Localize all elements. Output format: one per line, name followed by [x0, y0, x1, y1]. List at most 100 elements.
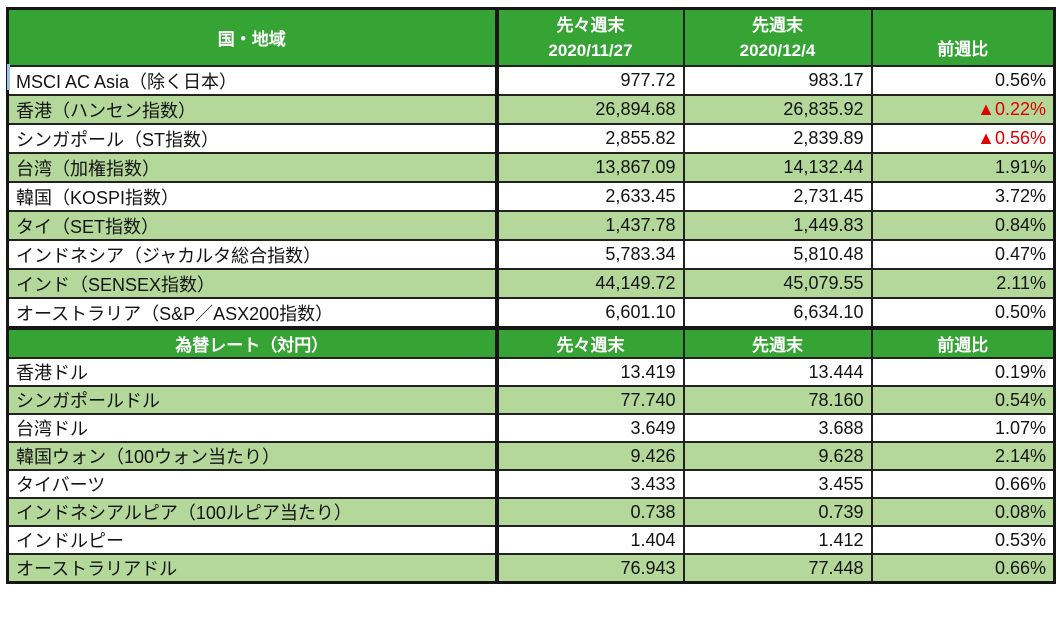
prev-value-cell[interactable]: 983.17	[682, 65, 873, 96]
change-value-cell[interactable]: 0.08%	[870, 497, 1056, 527]
prev2-week-date: 2020/11/27	[548, 40, 633, 60]
change-value-cell[interactable]: 3.72%	[870, 181, 1056, 212]
table-row: タイバーツ 3.433 3.455 0.66%	[6, 469, 1056, 499]
change-value-cell[interactable]: 0.50%	[870, 297, 1056, 329]
wow-change-header[interactable]: 前週比	[870, 7, 1056, 67]
prev-value-cell[interactable]: 3.455	[682, 469, 873, 499]
row-label-cell[interactable]: シンガポールドル	[6, 385, 499, 415]
table-row: インドネシアルピア（100ルピア当たり） 0.738 0.739 0.08%	[6, 497, 1056, 527]
prev-value-cell[interactable]: 13.444	[682, 357, 873, 387]
change-value-cell[interactable]: 1.91%	[870, 152, 1056, 183]
prev-value-cell[interactable]: 78.160	[682, 385, 873, 415]
prev-week-date: 2020/12/4	[739, 40, 816, 60]
row-label-cell[interactable]: 韓国（KOSPI指数）	[6, 181, 499, 212]
table-row: シンガポール（ST指数） 2,855.82 2,839.89 ▲0.56%	[6, 123, 1056, 154]
prev-value-cell[interactable]: 3.688	[682, 413, 873, 443]
change-value-cell[interactable]: ▲0.56%	[870, 123, 1056, 154]
prev-value-cell[interactable]: 45,079.55	[682, 268, 873, 299]
fx-title-header[interactable]: 為替レート（対円）	[6, 326, 499, 359]
prev-value-cell[interactable]: 77.448	[682, 553, 873, 584]
row-label-cell[interactable]: シンガポール（ST指数）	[6, 123, 499, 154]
prev-value-cell[interactable]: 2,839.89	[682, 123, 873, 154]
table-row: 香港（ハンセン指数） 26,894.68 26,835.92 ▲0.22%	[6, 94, 1056, 125]
prev2-value-cell[interactable]: 13,867.09	[495, 152, 685, 183]
market-data-table: 国・地域 先々週末 2020/11/27 先週末 2020/12/4 前週比 M…	[6, 7, 1056, 584]
prev2-value-cell[interactable]: 1,437.78	[495, 210, 685, 241]
fx-prev-week-header[interactable]: 先週末	[682, 326, 873, 359]
row-label-cell[interactable]: インドネシア（ジャカルタ総合指数）	[6, 239, 499, 270]
change-value-cell[interactable]: 0.54%	[870, 385, 1056, 415]
prev2-value-cell[interactable]: 76.943	[495, 553, 685, 584]
change-value-cell[interactable]: 0.66%	[870, 553, 1056, 584]
change-value-cell[interactable]: 0.84%	[870, 210, 1056, 241]
row-label-cell[interactable]: 香港ドル	[6, 357, 499, 387]
change-value-cell[interactable]: 2.11%	[870, 268, 1056, 299]
prev-week-label: 先週末	[752, 15, 803, 35]
row-label-cell[interactable]: タイバーツ	[6, 469, 499, 499]
row-label-cell[interactable]: オーストラリア（S&P／ASX200指数）	[6, 297, 499, 329]
prev2-value-cell[interactable]: 77.740	[495, 385, 685, 415]
prev-value-cell[interactable]: 0.739	[682, 497, 873, 527]
prev-week-header-text: 先週末 2020/12/4	[692, 13, 864, 63]
prev2-value-cell[interactable]: 6,601.10	[495, 297, 685, 329]
row-label-cell[interactable]: インド（SENSEX指数）	[6, 268, 499, 299]
table-row: MSCI AC Asia（除く日本） 977.72 983.17 0.56%	[6, 65, 1056, 96]
table-row: インドネシア（ジャカルタ総合指数） 5,783.34 5,810.48 0.47%	[6, 239, 1056, 270]
prev2-value-cell[interactable]: 13.419	[495, 357, 685, 387]
section-fx: 為替レート（対円） 先々週末 先週末 前週比	[6, 326, 1056, 359]
table-row: オーストラリア（S&P／ASX200指数） 6,601.10 6,634.10 0.5…	[6, 297, 1056, 329]
row-label-cell[interactable]: 台湾（加権指数）	[6, 152, 499, 183]
prev-week-header[interactable]: 先週末 2020/12/4	[682, 7, 873, 67]
prev2-value-cell[interactable]: 9.426	[495, 441, 685, 471]
change-value-cell[interactable]: ▲0.22%	[870, 94, 1056, 125]
indices-rows: MSCI AC Asia（除く日本） 977.72 983.17 0.56% 香港（ハン…	[6, 65, 1056, 329]
table-row: 韓国（KOSPI指数） 2,633.45 2,731.45 3.72%	[6, 181, 1056, 212]
change-value-cell[interactable]: 1.07%	[870, 413, 1056, 443]
row-label-cell[interactable]: 台湾ドル	[6, 413, 499, 443]
change-value-cell[interactable]: 0.47%	[870, 239, 1056, 270]
prev-value-cell[interactable]: 1.412	[682, 525, 873, 555]
prev2-value-cell[interactable]: 977.72	[495, 65, 685, 96]
prev2-value-cell[interactable]: 3.433	[495, 469, 685, 499]
prev-value-cell[interactable]: 26,835.92	[682, 94, 873, 125]
prev2-value-cell[interactable]: 2,855.82	[495, 123, 685, 154]
table-row: 韓国ウォン（100ウォン当たり） 9.426 9.628 2.14%	[6, 441, 1056, 471]
fx-prev2-week-header[interactable]: 先々週末	[495, 326, 685, 359]
prev2-value-cell[interactable]: 26,894.68	[495, 94, 685, 125]
row-label-cell[interactable]: インドルピー	[6, 525, 499, 555]
country-region-header[interactable]: 国・地域	[6, 7, 499, 67]
prev2-value-cell[interactable]: 44,149.72	[495, 268, 685, 299]
change-value-cell[interactable]: 2.14%	[870, 441, 1056, 471]
row-label-cell[interactable]: 韓国ウォン（100ウォン当たり）	[6, 441, 499, 471]
change-value-cell[interactable]: 0.66%	[870, 469, 1056, 499]
fx-wow-change-header[interactable]: 前週比	[870, 326, 1056, 359]
fx-rows: 香港ドル 13.419 13.444 0.19% シンガポールドル 77.740 78.16…	[6, 357, 1056, 584]
prev-value-cell[interactable]: 2,731.45	[682, 181, 873, 212]
row-label-cell[interactable]: MSCI AC Asia（除く日本）	[6, 65, 499, 96]
prev-value-cell[interactable]: 6,634.10	[682, 297, 873, 329]
prev-value-cell[interactable]: 5,810.48	[682, 239, 873, 270]
change-value-cell[interactable]: 0.56%	[870, 65, 1056, 96]
active-cell-indicator	[7, 64, 10, 90]
row-label-cell[interactable]: インドネシアルピア（100ルピア当たり）	[6, 497, 499, 527]
table-row: タイ（SET指数） 1,437.78 1,449.83 0.84%	[6, 210, 1056, 241]
prev2-value-cell[interactable]: 2,633.45	[495, 181, 685, 212]
change-value-cell[interactable]: 0.19%	[870, 357, 1056, 387]
prev2-value-cell[interactable]: 1.404	[495, 525, 685, 555]
table-row: 香港ドル 13.419 13.444 0.19%	[6, 357, 1056, 387]
prev2-value-cell[interactable]: 5,783.34	[495, 239, 685, 270]
table-row: インドルピー 1.404 1.412 0.53%	[6, 525, 1056, 555]
change-value-cell[interactable]: 0.53%	[870, 525, 1056, 555]
row-label-cell[interactable]: オーストラリアドル	[6, 553, 499, 584]
table-row: インド（SENSEX指数） 44,149.72 45,079.55 2.11%	[6, 268, 1056, 299]
row-label-cell[interactable]: タイ（SET指数）	[6, 210, 499, 241]
prev-value-cell[interactable]: 9.628	[682, 441, 873, 471]
prev2-value-cell[interactable]: 3.649	[495, 413, 685, 443]
prev-value-cell[interactable]: 1,449.83	[682, 210, 873, 241]
prev-value-cell[interactable]: 14,132.44	[682, 152, 873, 183]
table-row: シンガポールドル 77.740 78.160 0.54%	[6, 385, 1056, 415]
prev2-value-cell[interactable]: 0.738	[495, 497, 685, 527]
row-label-cell[interactable]: 香港（ハンセン指数）	[6, 94, 499, 125]
prev2-week-header[interactable]: 先々週末 2020/11/27	[495, 7, 685, 67]
